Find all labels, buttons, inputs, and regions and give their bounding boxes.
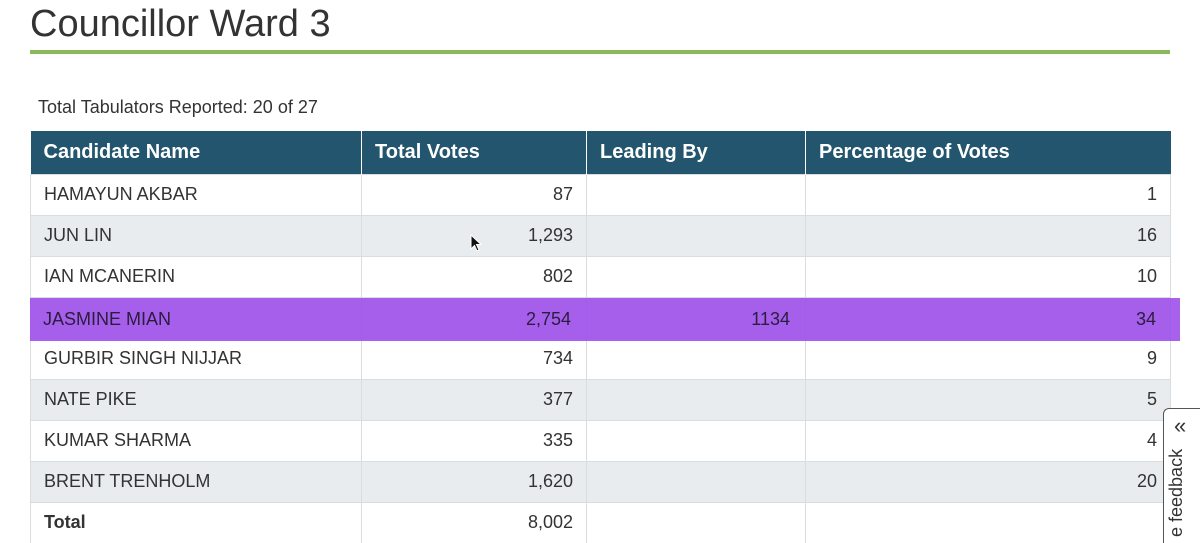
- feedback-tab[interactable]: « e feedback: [1163, 408, 1200, 543]
- total-votes-sum: 8,002: [361, 501, 587, 543]
- leading-by: [586, 337, 806, 380]
- total-votes: 734: [361, 337, 587, 380]
- total-votes: 87: [361, 173, 587, 216]
- leading-by: [586, 460, 806, 503]
- table-row: JUN LIN 1,293 16: [30, 214, 1171, 257]
- table-row: BRENT TRENHOLM 1,620 20: [30, 460, 1171, 503]
- total-row: Total 8,002: [30, 501, 1171, 543]
- candidate-name: KUMAR SHARMA: [30, 419, 362, 462]
- candidate-name: BRENT TRENHOLM: [30, 460, 362, 503]
- percentage-of-votes: 9: [805, 337, 1171, 380]
- leading-by: [586, 419, 806, 462]
- page-title: Councillor Ward 3: [30, 3, 331, 45]
- total-votes: 802: [361, 255, 587, 298]
- candidate-name: HAMAYUN AKBAR: [30, 173, 362, 216]
- percentage-of-votes: 4: [805, 419, 1171, 462]
- percentage-of-votes: 34: [1135, 309, 1156, 329]
- table-row: GURBIR SINGH NIJJAR 734 9: [30, 337, 1171, 380]
- leading-by: [586, 173, 806, 216]
- total-percentage-empty: [805, 501, 1171, 543]
- table-row: IAN MCANERIN 802 10: [30, 255, 1171, 298]
- leading-by: [586, 255, 806, 298]
- total-votes: 377: [361, 378, 587, 421]
- feedback-label: e feedback: [1166, 449, 1186, 538]
- leading-by: [586, 378, 806, 421]
- mouse-cursor-icon: [470, 234, 483, 252]
- table-header-row: Candidate Name Total Votes Leading By Pe…: [30, 131, 1171, 174]
- header-percentage[interactable]: Percentage of Votes: [805, 131, 1171, 174]
- highlighted-table-row[interactable]: JASMINE MIAN 2,754 1134 34: [30, 298, 1170, 341]
- percentage-of-votes: 16: [805, 214, 1171, 257]
- candidate-name: NATE PIKE: [30, 378, 362, 421]
- header-leading-by[interactable]: Leading By: [586, 131, 806, 174]
- percentage-of-votes: 10: [805, 255, 1171, 298]
- total-votes: 335: [361, 419, 587, 462]
- header-candidate-name[interactable]: Candidate Name: [30, 131, 362, 174]
- tabulators-reported: Total Tabulators Reported: 20 of 27: [38, 97, 318, 117]
- total-votes: 2,754: [525, 309, 571, 329]
- candidate-name: JASMINE MIAN: [43, 309, 172, 329]
- table-row: NATE PIKE 377 5: [30, 378, 1171, 421]
- header-total-votes[interactable]: Total Votes: [361, 131, 587, 174]
- candidate-name: JUN LIN: [30, 214, 362, 257]
- leading-by: 1134: [751, 309, 790, 329]
- total-votes: 1,620: [361, 460, 587, 503]
- percentage-of-votes: 5: [805, 378, 1171, 421]
- table-row: KUMAR SHARMA 335 4: [30, 419, 1171, 462]
- percentage-of-votes: 20: [805, 460, 1171, 503]
- total-leading-empty: [586, 501, 806, 543]
- candidate-name: IAN MCANERIN: [30, 255, 362, 298]
- chevron-double-left-icon[interactable]: «: [1174, 413, 1187, 438]
- percentage-of-votes: 1: [805, 173, 1171, 216]
- candidate-name: GURBIR SINGH NIJJAR: [30, 337, 362, 380]
- title-divider: [30, 50, 1170, 54]
- leading-by: [586, 214, 806, 257]
- table-row: HAMAYUN AKBAR 87 1: [30, 173, 1171, 216]
- total-label: Total: [30, 501, 362, 543]
